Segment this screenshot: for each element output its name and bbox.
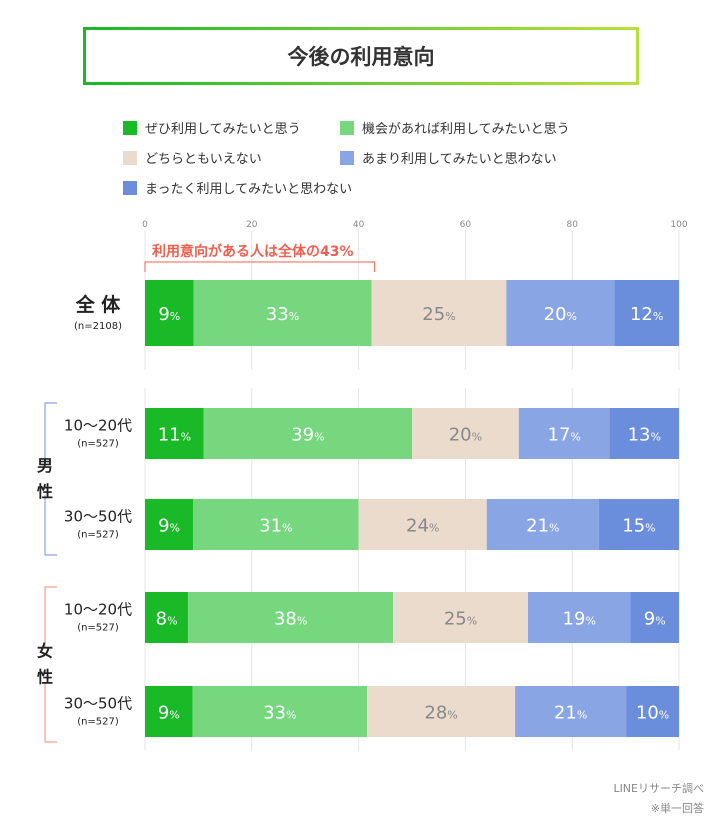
row-sample-size: (n=527)	[77, 717, 119, 728]
legend-swatch	[123, 150, 137, 165]
bar-segment	[145, 592, 189, 643]
data-label: 15%	[622, 516, 655, 537]
bar-segment	[367, 686, 516, 737]
data-label: 13%	[628, 425, 661, 446]
row-sample-size: (n=527)	[77, 530, 119, 541]
legend-item: どちらともいえない	[123, 148, 262, 167]
data-label: 20%	[544, 304, 577, 325]
data-label: 9%	[158, 703, 180, 724]
group-label: 性	[37, 482, 53, 501]
data-label: 10%	[636, 703, 669, 724]
bar-segment	[515, 686, 627, 737]
row-label: 10〜20代	[64, 601, 132, 619]
row-sample-size: (n=527)	[77, 623, 119, 634]
data-label: 25%	[444, 609, 477, 630]
group-label: 女	[37, 642, 53, 661]
legend-item: 機会があれば利用してみたいと思う	[340, 118, 570, 137]
data-label: 8%	[156, 609, 178, 630]
row-sample-size: (n=2108)	[74, 321, 122, 332]
bar-segment	[371, 280, 507, 346]
data-label: 21%	[554, 703, 587, 724]
group-label: 性	[37, 668, 53, 687]
row-label: 全 体	[75, 293, 122, 316]
data-label: 28%	[424, 703, 457, 724]
source-note: LINEリサーチ調べ	[613, 782, 704, 795]
data-label: 9%	[644, 609, 666, 630]
data-label: 19%	[563, 609, 596, 630]
legend-swatch	[340, 150, 354, 165]
data-label: 31%	[259, 516, 292, 537]
data-label: 9%	[158, 516, 180, 537]
bar-segment	[145, 499, 194, 550]
group-label: 男	[37, 456, 53, 475]
data-label: 11%	[158, 425, 191, 446]
bar-segment	[412, 408, 519, 459]
legend-item: ぜひ利用してみたいと思う	[123, 118, 301, 137]
bar-segment	[393, 592, 528, 643]
data-label: 24%	[406, 516, 439, 537]
bar-segment	[145, 408, 204, 459]
x-tick-label: 80	[566, 220, 578, 230]
data-label: 17%	[548, 425, 581, 446]
bar-segment	[145, 280, 194, 346]
legend-label: まったく利用してみたいと思わない	[145, 182, 353, 197]
bar-segment	[486, 499, 599, 550]
row-label: 30〜50代	[64, 695, 132, 713]
x-tick-label: 60	[460, 220, 472, 230]
legend-swatch	[340, 120, 354, 135]
bar-segment	[203, 408, 412, 459]
legend-label: どちらともいえない	[145, 152, 262, 167]
bar-segment	[188, 592, 394, 643]
bar-segment	[518, 408, 610, 459]
bar-segment	[193, 280, 372, 346]
data-label: 38%	[274, 609, 307, 630]
data-label: 12%	[630, 304, 663, 325]
x-tick-label: 20	[246, 220, 258, 230]
legend-swatch	[123, 180, 137, 195]
annotation-bracket	[144, 261, 376, 272]
bar-segment	[192, 686, 368, 737]
x-tick-label: 0	[142, 220, 148, 230]
x-tick-label: 100	[670, 220, 687, 230]
group-bracket	[44, 402, 57, 556]
data-label: 33%	[266, 304, 299, 325]
data-label: 33%	[263, 703, 296, 724]
legend-swatch	[123, 120, 137, 135]
row-label: 10〜20代	[64, 417, 132, 435]
bar-segment	[609, 408, 679, 459]
bar-segment	[193, 499, 359, 550]
legend-label: ぜひ利用してみたいと思う	[145, 122, 301, 137]
legend-item: あまり利用してみたいと思わない	[340, 148, 557, 167]
bar-segment	[506, 280, 615, 346]
data-label: 21%	[526, 516, 559, 537]
legend-label: あまり利用してみたいと思わない	[362, 152, 557, 167]
bar-segment	[630, 592, 679, 643]
bar-segment	[614, 280, 679, 346]
bar-segment	[145, 686, 193, 737]
bar-segment	[527, 592, 631, 643]
x-tick-label: 40	[353, 220, 365, 230]
chart-title: 今後の利用意向	[83, 27, 639, 85]
row-sample-size: (n=527)	[77, 439, 119, 450]
bar-segment	[358, 499, 487, 550]
data-label: 25%	[422, 304, 455, 325]
data-label: 39%	[291, 425, 324, 446]
group-bracket	[44, 586, 57, 743]
answer-note: ※単一回答	[650, 802, 704, 815]
legend-label: 機会があれば利用してみたいと思う	[362, 122, 570, 137]
data-label: 9%	[158, 304, 180, 325]
annotation-text: 利用意向がある人は全体の43%	[152, 243, 354, 260]
bar-segment	[626, 686, 679, 737]
data-label: 20%	[449, 425, 482, 446]
bar-segment	[598, 499, 679, 550]
row-label: 30〜50代	[64, 508, 132, 526]
legend-item: まったく利用してみたいと思わない	[123, 178, 352, 197]
